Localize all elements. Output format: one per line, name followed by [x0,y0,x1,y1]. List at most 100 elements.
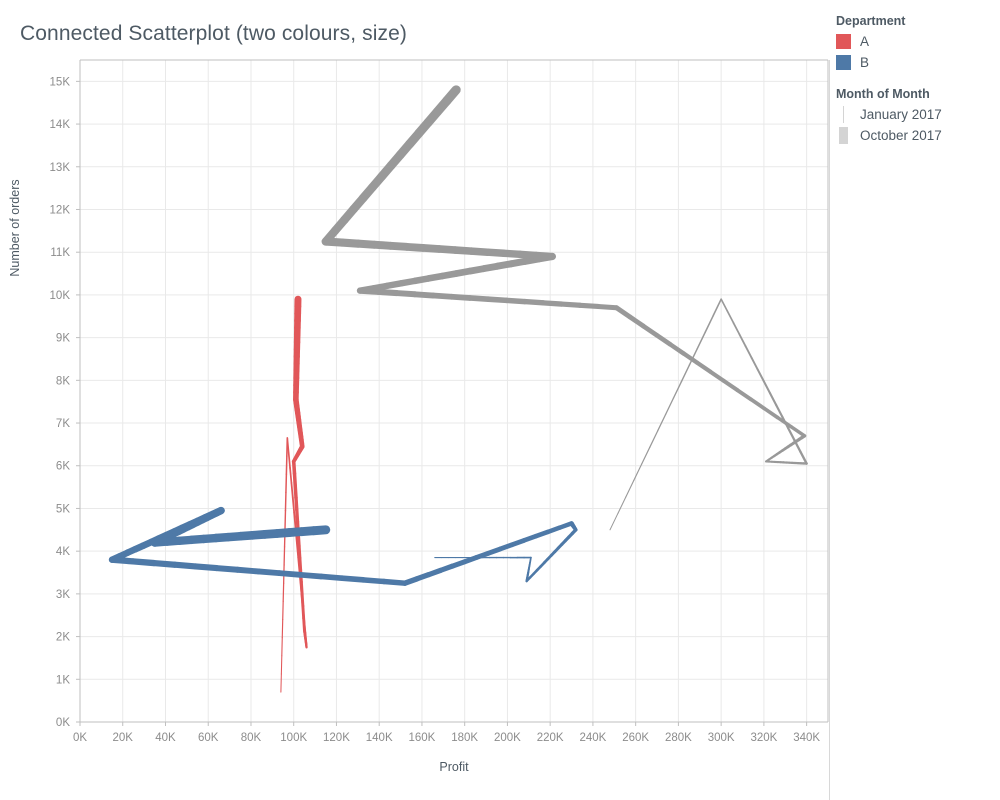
line-segment [625,479,635,498]
line-segment [609,512,619,531]
x-tick-label: 80K [241,732,262,744]
line-segment [300,592,305,608]
x-tick-label: 260K [622,732,649,744]
line-segment [640,323,660,338]
line-segment [503,297,528,305]
line-segment [287,452,291,469]
line-segment [318,573,345,581]
line-segment [775,415,793,429]
line-segment [720,298,729,312]
line-segment [293,483,298,500]
line-segment [467,295,492,302]
y-tick-label: 10K [50,290,71,302]
line-segment [295,508,300,524]
legend-color-swatch [836,55,851,70]
line-segment [633,463,643,481]
line-segment [294,495,299,512]
line-segment [292,471,297,488]
x-tick-label: 60K [198,732,219,744]
legend-color-swatch [836,34,851,49]
line-segment [721,378,740,393]
line-segment [302,616,306,632]
y-tick-label: 2K [56,632,70,644]
line-segment [381,578,408,586]
line-segment [627,314,646,329]
line-segment [522,298,546,306]
legend-size-swatch [836,127,851,144]
line-segment [664,397,675,416]
line-segment [656,413,667,432]
legend-item-b[interactable]: B [836,52,1000,73]
x-tick-label: 140K [366,732,393,744]
y-tick-label: 14K [50,119,71,131]
y-tick-label: 11K [50,247,70,259]
y-tick-label: 9K [56,333,70,345]
data-series[interactable] [108,85,808,693]
y-tick-label: 3K [56,589,70,601]
x-tick-label: 300K [708,732,735,744]
line-segment [291,459,297,476]
line-segment [617,496,627,514]
legend-size-title: Month of Month [836,87,930,101]
y-tick-label: 5K [56,503,70,515]
line-segment [286,437,290,454]
y-tick-label: 7K [56,418,70,430]
y-tick-label: 6K [56,461,70,473]
line-segment [768,392,778,406]
line-segment [688,347,699,366]
series-line-b[interactable] [108,506,578,586]
legend-item-label: B [860,55,870,70]
x-tick-label: 200K [494,732,521,744]
line-segment [799,450,808,465]
x-tick-label: 280K [665,732,692,744]
legend-size-item-1[interactable]: October 2017 [836,125,1000,146]
line-segment [293,511,297,529]
legend-size-item-0[interactable]: January 2017 [836,104,1000,125]
series-line-a[interactable] [280,295,308,693]
line-segment [393,290,418,298]
legend-size-bar [839,127,848,144]
y-tick-label: 0K [56,717,70,729]
line-segment [748,397,767,411]
line-segment [641,446,651,465]
line-segment [289,467,293,484]
x-tick-label: 220K [537,732,564,744]
line-segment [290,481,294,499]
line-segment [213,565,241,573]
chart-canvas[interactable]: 0K 20K 40K 60K 80K 100K 120K 140K 160K 180K 200K 22… [0,0,830,800]
line-segment [613,305,633,320]
line-segment [234,566,262,575]
line-segment [297,571,325,580]
plot-area[interactable]: 0K 20K 40K 60K 80K 100K 120K 140K 160K 180K 200K 22… [0,0,830,800]
line-segment [787,427,796,442]
x-tick-label: 40K [155,732,176,744]
x-axis-title: Profit [439,760,469,774]
legend-divider [829,60,830,800]
line-segment [775,403,784,418]
line-segment [708,369,726,384]
page-title: Connected Scatterplot (two colours, size… [20,22,407,45]
line-segment [762,380,772,395]
line-segment [756,368,765,383]
line-segment [762,406,780,420]
legend-size-block: Month of Month January 2017 October 2017 [836,87,1000,146]
line-segment [704,314,714,333]
line-segment [255,568,283,577]
legend-item-a[interactable]: A [836,31,1000,52]
line-segment [712,298,722,317]
line-segment [654,332,673,347]
line-segment [192,563,220,572]
line-segment [298,556,303,572]
y-tick-label: 12K [50,204,71,216]
line-segment [750,356,759,371]
line-segment [171,561,199,570]
x-tick-label: 0K [73,732,87,744]
series-line-other[interactable] [321,85,808,531]
line-segment [297,544,302,560]
line-segment [411,291,437,299]
gridlines [80,60,828,723]
line-segment [667,342,686,356]
x-tick-label: 240K [579,732,606,744]
